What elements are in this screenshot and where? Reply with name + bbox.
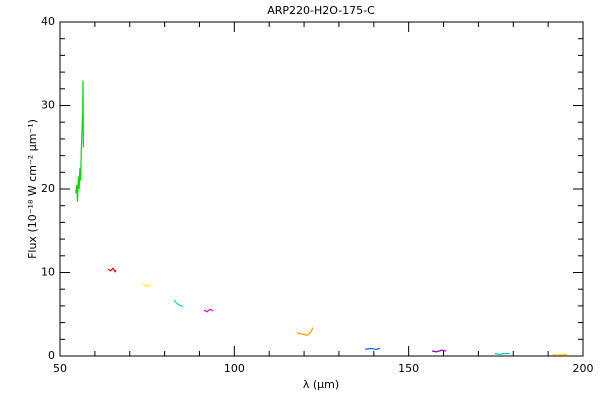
x-tick-label: 150 [398, 362, 419, 375]
x-tick-label: 100 [224, 362, 245, 375]
y-tick-label: 20 [41, 182, 55, 195]
x-tick-label: 200 [573, 362, 594, 375]
y-tick-label: 30 [41, 99, 55, 112]
x-axis-label: λ (μm) [303, 378, 339, 391]
spectrum-line [552, 353, 568, 356]
y-tick-label: 40 [41, 15, 55, 28]
spectrum-line [173, 299, 184, 308]
spectrum-line [142, 283, 151, 288]
spectrum-line [364, 347, 381, 350]
spectrum-line [107, 267, 117, 273]
spectrum-line [296, 327, 314, 336]
y-tick-label: 10 [41, 266, 55, 279]
spectrum-line [203, 308, 214, 313]
y-tick-label: 0 [48, 349, 55, 362]
spectrum-line [75, 80, 84, 202]
chart-title: ARP220-H2O-175-C [267, 4, 375, 17]
spectrum-line [494, 352, 510, 355]
spectrum-line [431, 349, 447, 353]
y-axis-label: Flux (10⁻¹⁸ W cm⁻² μm⁻¹) [26, 119, 39, 259]
x-tick-label: 50 [53, 362, 67, 375]
